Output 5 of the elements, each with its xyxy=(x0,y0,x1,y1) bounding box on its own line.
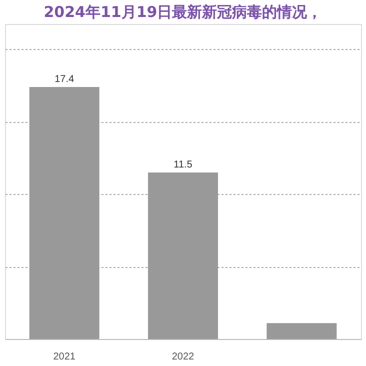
data-label: 11.5 xyxy=(174,159,193,170)
x-tick-label: 2021 xyxy=(53,352,76,362)
data-label: 17.4 xyxy=(54,74,74,85)
x-tick-label: 2022 xyxy=(172,352,195,362)
chart-title: 2024年11月19日最新新冠病毒的情况， xyxy=(44,3,322,21)
